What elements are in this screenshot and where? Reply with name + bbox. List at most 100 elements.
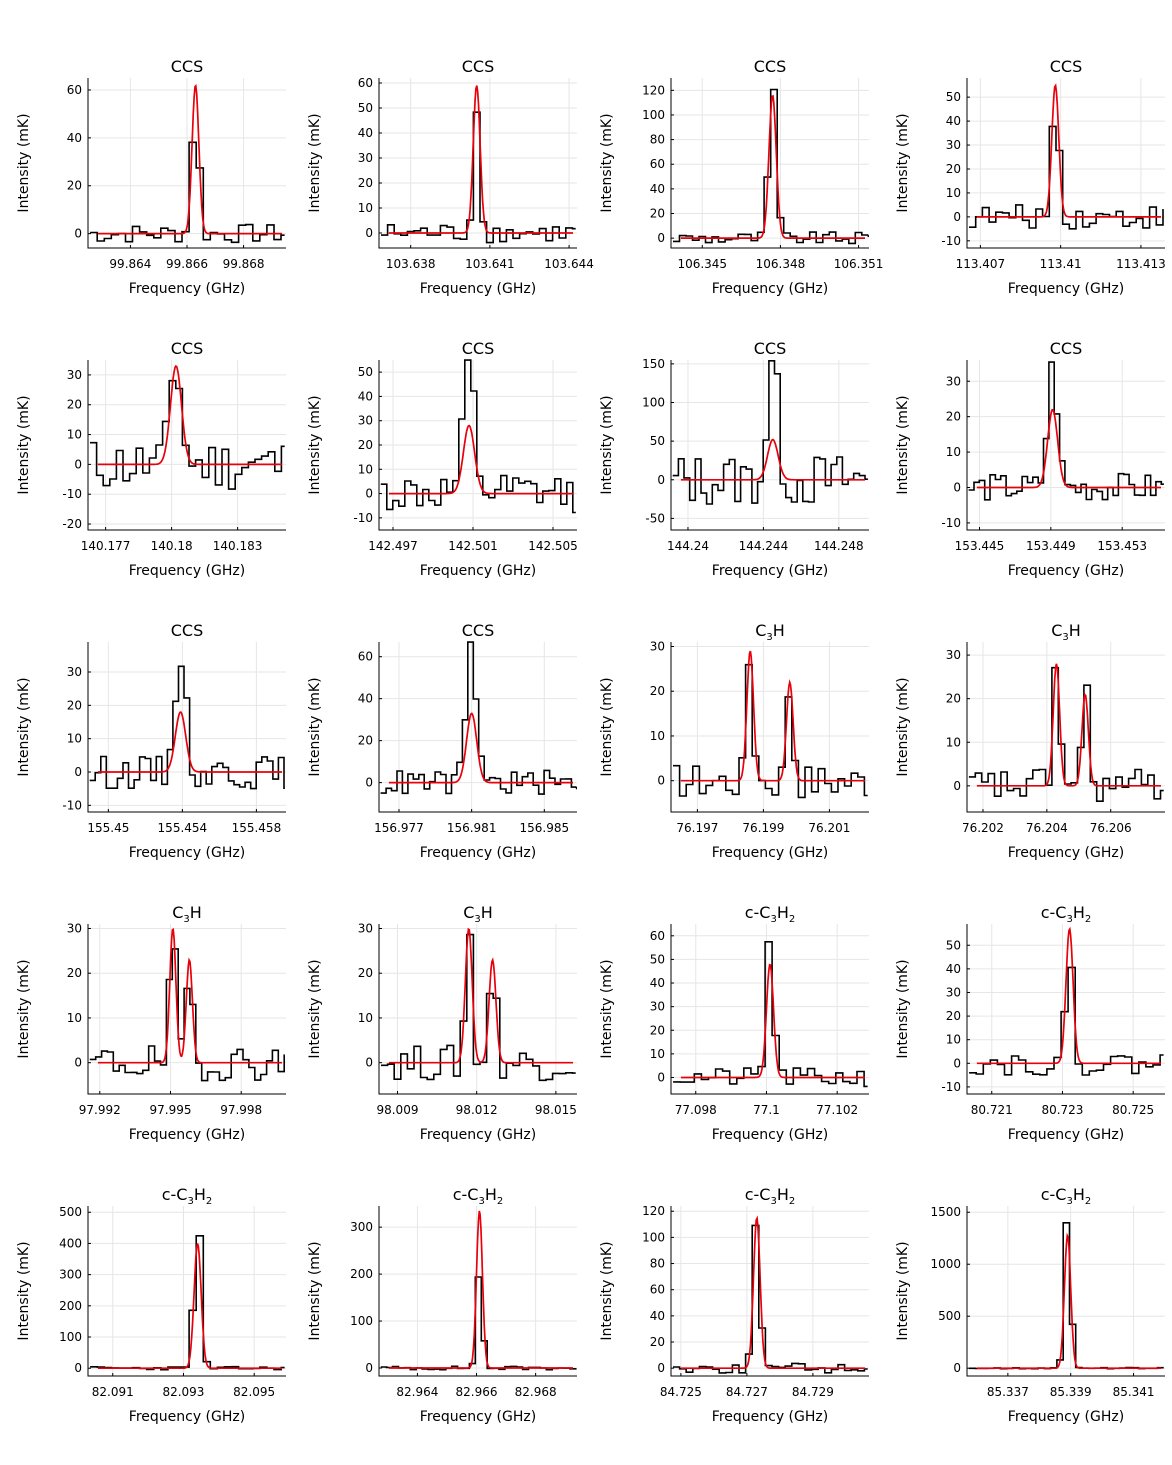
x-axis-label: Frequency (GHz) [1008, 281, 1124, 297]
x-tick-label: 142.497 [368, 539, 418, 553]
y-tick-label: 0 [365, 776, 373, 790]
y-tick-label: 50 [946, 938, 961, 952]
title-part: H [190, 903, 202, 922]
x-tick-label: 80.725 [1112, 1103, 1154, 1117]
y-tick-label: 20 [67, 698, 82, 712]
axes-frame [87, 642, 286, 813]
x-tick-label: 103.641 [465, 257, 515, 271]
subplot-title: CCS [171, 339, 204, 358]
axes-frame [670, 78, 869, 249]
y-tick-label: 50 [946, 90, 961, 104]
y-tick-label: -10 [353, 511, 373, 525]
y-tick-label: -10 [941, 234, 961, 248]
y-tick-label: 10 [946, 445, 961, 459]
y-tick-label: 0 [657, 1361, 665, 1375]
subplot-2: 103.638 103.641 103.644 0 10 20 30 40 50 60 Freque… [307, 57, 594, 297]
x-tick-label: 77.098 [675, 1103, 717, 1117]
y-tick-label: 30 [946, 648, 961, 662]
y-tick-label: 0 [657, 473, 665, 487]
x-axis-label: Frequency (GHz) [420, 845, 536, 861]
y-tick-label: 60 [650, 1283, 665, 1297]
y-tick-label: 100 [642, 396, 665, 410]
axes-frame [670, 924, 869, 1095]
y-tick-label: 20 [650, 207, 665, 221]
fit-curve [680, 1215, 865, 1370]
observed-spectrum [968, 666, 1164, 802]
y-tick-label: 300 [59, 1268, 82, 1282]
x-tick-label: 98.009 [376, 1103, 418, 1117]
x-axis-label: Frequency (GHz) [1008, 563, 1124, 579]
fit-curve [388, 424, 573, 495]
x-tick-label: 140.177 [81, 539, 131, 553]
y-tick-label: 40 [650, 182, 665, 196]
y-tick-label: 40 [358, 126, 373, 140]
y-axis-label: Intensity (mK) [16, 959, 32, 1058]
x-axis-label: Frequency (GHz) [1008, 1127, 1124, 1143]
subplot-title: CCS [1050, 339, 1083, 358]
y-axis-label: Intensity (mK) [307, 395, 323, 494]
subplot-title: C3H [172, 903, 202, 925]
title-main: c-C [1041, 903, 1067, 922]
y-tick-label: 400 [59, 1236, 82, 1250]
y-tick-label: 0 [365, 1361, 373, 1375]
y-tick-label: 1500 [930, 1205, 961, 1219]
y-tick-label: 40 [358, 692, 373, 706]
x-tick-label: 153.453 [1097, 539, 1147, 553]
title-subscript: 3 [1062, 632, 1068, 643]
x-tick-label: 103.638 [386, 257, 436, 271]
observed-spectrum [673, 88, 869, 245]
y-tick-label: 80 [650, 1257, 665, 1271]
y-axis-label: Intensity (mK) [16, 395, 32, 494]
x-tick-label: 99.868 [223, 257, 265, 271]
y-tick-label: 100 [350, 1314, 373, 1328]
axes-frame [87, 1206, 286, 1377]
axes-frame [670, 1206, 869, 1377]
x-tick-label: 142.505 [528, 539, 578, 553]
y-tick-label: 60 [650, 157, 665, 171]
axes-frame [378, 1206, 577, 1377]
subplot-16: 80.721 80.723 80.725 -10 0 10 20 30 40 50 Frequenc… [895, 903, 1165, 1143]
title-main: CCS [1050, 339, 1083, 358]
title-main: c-C [453, 1185, 479, 1204]
subplot-title: c-C3H2 [745, 1185, 796, 1207]
subplot-title: c-C3H2 [1041, 1185, 1092, 1207]
observed-spectrum [969, 966, 1164, 1076]
x-axis-label: Frequency (GHz) [129, 845, 245, 861]
title-part: H [485, 1185, 497, 1204]
title-subscript: 3 [183, 914, 189, 925]
axes-frame [670, 360, 869, 531]
observed-spectrum [90, 1235, 285, 1371]
y-axis-label: Intensity (mK) [895, 959, 911, 1058]
y-tick-label: 0 [657, 774, 665, 788]
subplot-title: C3H [1051, 621, 1081, 643]
title-main: c-C [745, 903, 771, 922]
y-tick-label: 60 [67, 83, 82, 97]
y-axis-label: Intensity (mK) [307, 113, 323, 212]
y-axis-label: Intensity (mK) [16, 1241, 32, 1340]
title-main: C [755, 621, 766, 640]
subplot-title: C3H [463, 903, 493, 925]
x-tick-label: 98.012 [456, 1103, 498, 1117]
y-tick-label: 60 [358, 650, 373, 664]
x-tick-label: 144.244 [739, 539, 789, 553]
y-tick-label: 30 [650, 1000, 665, 1014]
axes-frame [378, 924, 577, 1095]
y-axis-label: Intensity (mK) [599, 113, 615, 212]
title-main: CCS [1050, 57, 1083, 76]
x-tick-label: 77.102 [816, 1103, 858, 1117]
y-tick-label: 30 [67, 665, 82, 679]
y-tick-label: -10 [62, 798, 82, 812]
title-main: C [1051, 621, 1062, 640]
fit-curve [388, 85, 573, 234]
y-tick-label: 0 [74, 227, 82, 241]
x-axis-label: Frequency (GHz) [420, 563, 536, 579]
y-axis-label: Intensity (mK) [895, 1241, 911, 1340]
title-subscript: 2 [789, 914, 795, 925]
y-tick-label: 20 [650, 1023, 665, 1037]
y-axis-label: Intensity (mK) [307, 1241, 323, 1340]
fit-curve [976, 663, 1161, 787]
y-axis-label: Intensity (mK) [16, 677, 32, 776]
title-part: H [777, 1185, 789, 1204]
axes-frame [87, 360, 286, 531]
